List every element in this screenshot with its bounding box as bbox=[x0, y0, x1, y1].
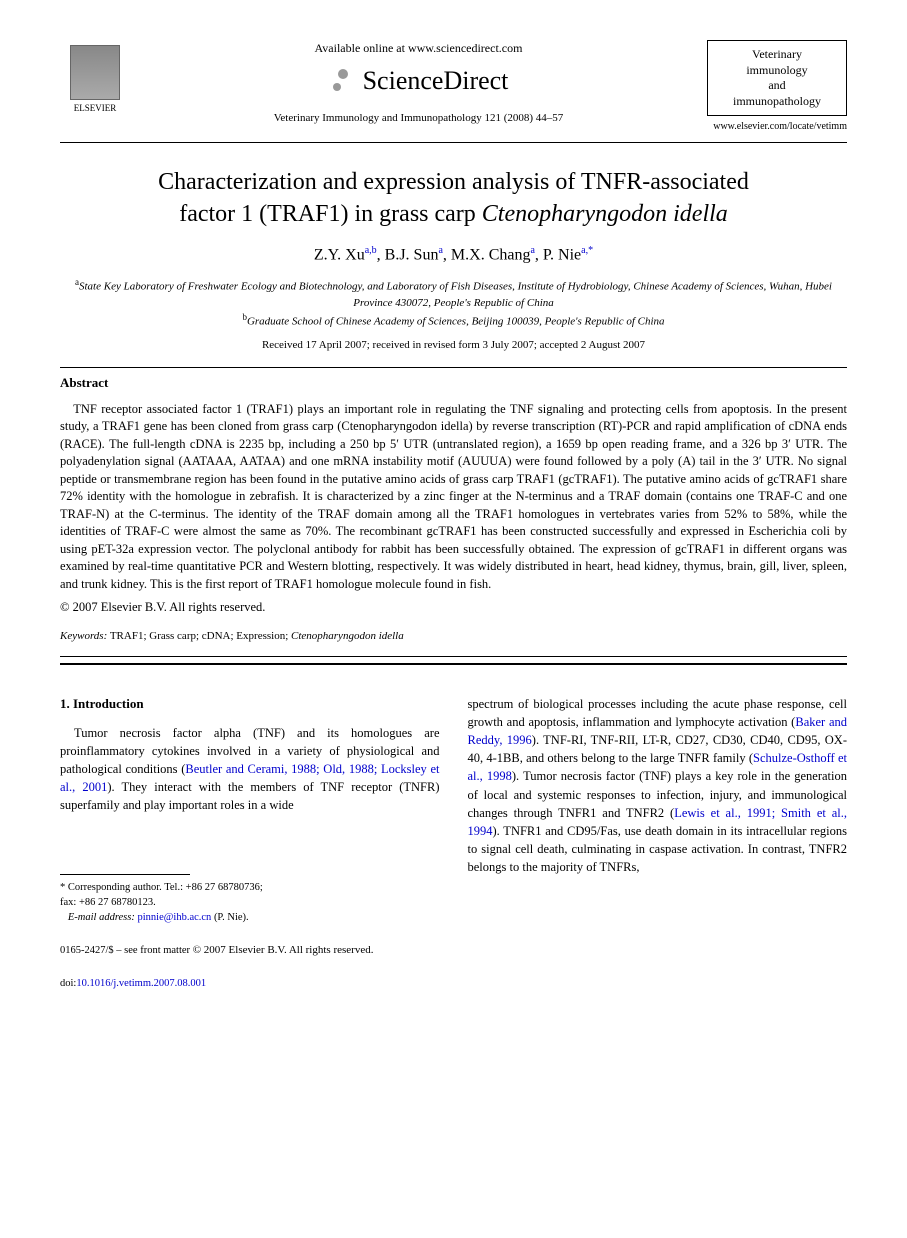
author-affil-sup[interactable]: a bbox=[438, 245, 442, 256]
footer-issn-line: 0165-2427/$ – see front matter © 2007 El… bbox=[60, 943, 847, 959]
title-line1: Characterization and expression analysis… bbox=[158, 169, 749, 195]
footer-copyright: © 2007 Elsevier B.V. All rights reserved… bbox=[193, 944, 374, 956]
body-columns: 1. Introduction Tumor necrosis factor al… bbox=[60, 695, 847, 926]
header-row: ELSEVIER Available online at www.science… bbox=[60, 40, 847, 134]
footnote-email-line: E-mail address: pinnie@ihb.ac.cn (P. Nie… bbox=[60, 911, 440, 926]
author-affil-sup[interactable]: a bbox=[530, 245, 534, 256]
doi-link[interactable]: 10.1016/j.vetimm.2007.08.001 bbox=[76, 978, 206, 989]
article-dates: Received 17 April 2007; received in revi… bbox=[60, 338, 847, 353]
journal-box-line: immunopathology bbox=[718, 94, 836, 110]
author: B.J. Sun bbox=[385, 246, 439, 263]
keywords-text: TRAF1; Grass carp; cDNA; Expression; bbox=[110, 630, 291, 642]
right-header: Veterinary immunology and immunopatholog… bbox=[707, 40, 847, 134]
footer-doi-line: doi:10.1016/j.vetimm.2007.08.001 bbox=[60, 977, 847, 992]
journal-box-line: Veterinary bbox=[718, 47, 836, 63]
journal-title-box: Veterinary immunology and immunopatholog… bbox=[707, 40, 847, 116]
footnote-separator bbox=[60, 874, 190, 875]
sciencedirect-logo: ScienceDirect bbox=[150, 63, 687, 99]
email-label: E-mail address: bbox=[68, 912, 135, 923]
divider bbox=[60, 367, 847, 368]
journal-box-line: and bbox=[718, 78, 836, 94]
affiliations: aState Key Laboratory of Freshwater Ecol… bbox=[60, 276, 847, 329]
keywords-italic: Ctenopharyngodon idella bbox=[291, 630, 404, 642]
section-heading-intro: 1. Introduction bbox=[60, 695, 440, 714]
sciencedirect-icon bbox=[329, 67, 357, 95]
intro-paragraph-cont: spectrum of biological processes includi… bbox=[468, 695, 848, 876]
divider bbox=[60, 656, 847, 657]
available-online-text: Available online at www.sciencedirect.co… bbox=[150, 40, 687, 57]
title-line2-part1: factor 1 (TRAF1) in grass carp bbox=[179, 201, 482, 227]
doi-label: doi: bbox=[60, 978, 76, 989]
author: M.X. Chang bbox=[451, 246, 531, 263]
title-species-italic: Ctenopharyngodon idella bbox=[482, 201, 728, 227]
journal-citation: Veterinary Immunology and Immunopatholog… bbox=[150, 111, 687, 126]
left-column: 1. Introduction Tumor necrosis factor al… bbox=[60, 695, 440, 926]
center-header: Available online at www.sciencedirect.co… bbox=[130, 40, 707, 131]
corresponding-author-footnote: * Corresponding author. Tel.: +86 27 687… bbox=[60, 881, 440, 925]
publisher-name: ELSEVIER bbox=[74, 102, 117, 115]
author: Z.Y. Xu bbox=[314, 246, 365, 263]
intro-text: spectrum of biological processes includi… bbox=[468, 697, 848, 729]
journal-box-line: immunology bbox=[718, 63, 836, 79]
abstract-text: TNF receptor associated factor 1 (TRAF1)… bbox=[60, 401, 847, 594]
intro-paragraph: Tumor necrosis factor alpha (TNF) and it… bbox=[60, 724, 440, 815]
issn-text: 0165-2427/$ – see front matter bbox=[60, 945, 193, 956]
intro-text: ). They interact with the members of TNF… bbox=[60, 780, 440, 812]
footnote-fax: fax: +86 27 68780123. bbox=[60, 896, 440, 911]
email-link[interactable]: pinnie@ihb.ac.cn bbox=[137, 912, 211, 923]
author-affil-sup[interactable]: a,b bbox=[365, 245, 377, 256]
journal-url: www.elsevier.com/locate/vetimm bbox=[707, 120, 847, 134]
divider-thick bbox=[60, 663, 847, 665]
sciencedirect-text: ScienceDirect bbox=[363, 63, 509, 99]
keywords-label: Keywords: bbox=[60, 630, 107, 642]
right-column: spectrum of biological processes includi… bbox=[468, 695, 848, 926]
elsevier-tree-icon bbox=[70, 45, 120, 100]
keywords-line: Keywords: TRAF1; Grass carp; cDNA; Expre… bbox=[60, 629, 847, 644]
elsevier-logo: ELSEVIER bbox=[60, 40, 130, 120]
author: P. Nie bbox=[543, 246, 581, 263]
authors-line: Z.Y. Xua,b, B.J. Suna, M.X. Changa, P. N… bbox=[60, 244, 847, 267]
article-title: Characterization and expression analysis… bbox=[60, 167, 847, 229]
intro-text: ). TNFR1 and CD95/Fas, use death domain … bbox=[468, 824, 848, 874]
email-suffix: (P. Nie). bbox=[211, 912, 248, 923]
abstract-body: TNF receptor associated factor 1 (TRAF1)… bbox=[60, 402, 847, 591]
affiliation-a: State Key Laboratory of Freshwater Ecolo… bbox=[79, 281, 832, 308]
corresponding-author-mark[interactable]: * bbox=[588, 245, 593, 256]
affiliation-b: Graduate School of Chinese Academy of Sc… bbox=[247, 316, 665, 328]
divider bbox=[60, 142, 847, 143]
abstract-heading: Abstract bbox=[60, 374, 847, 392]
footnote-tel: * Corresponding author. Tel.: +86 27 687… bbox=[60, 881, 440, 896]
abstract-copyright: © 2007 Elsevier B.V. All rights reserved… bbox=[60, 599, 847, 617]
